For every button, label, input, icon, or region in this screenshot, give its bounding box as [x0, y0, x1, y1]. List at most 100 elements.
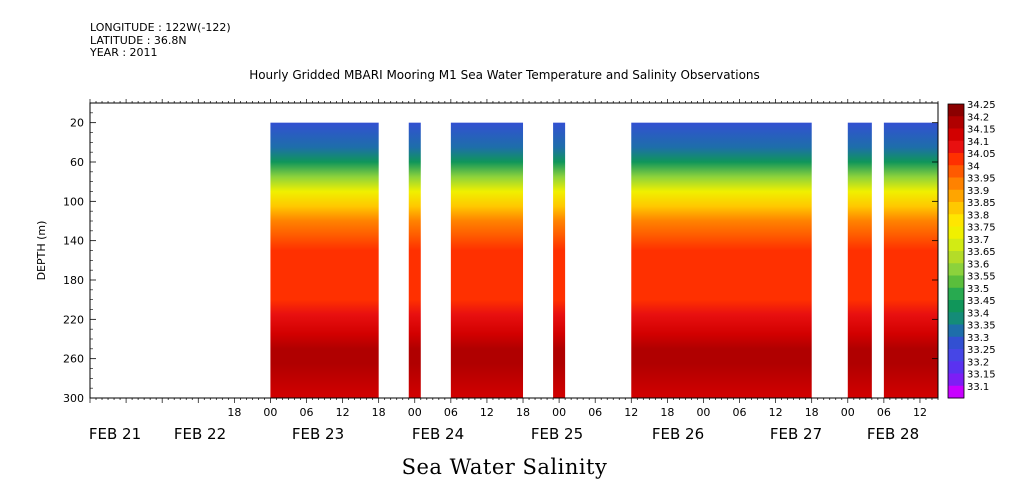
colorbar-label: 33.45: [967, 296, 996, 307]
day-label: FEB 27: [770, 425, 822, 443]
hour-tick-label: 12: [336, 406, 350, 419]
day-label: FEB 25: [531, 425, 583, 443]
data-segment: [553, 122, 566, 399]
hour-tick-label: 06: [300, 406, 314, 419]
y-tick-label: 220: [63, 313, 84, 326]
colorbar-label: 34: [967, 161, 980, 172]
day-label: FEB 24: [412, 425, 464, 443]
y-tick-label: 100: [63, 195, 84, 208]
colorbar-cell: [948, 128, 964, 142]
colorbar-cell: [948, 373, 964, 387]
hour-tick-label: 00: [408, 406, 422, 419]
colorbar-frame: [947, 103, 965, 399]
colorbar: 34.2534.234.1534.134.053433.9533.933.853…: [947, 100, 996, 399]
colorbar-cell: [948, 361, 964, 374]
colorbar-label: 33.65: [967, 247, 996, 258]
data-segment: [270, 122, 379, 399]
hour-tick-label: 00: [696, 406, 710, 419]
colorbar-label: 33.2: [967, 357, 989, 368]
axes-layer: 20 60 100 140 180 220 260 300 DEPTH (m) 18 00 06 12 1…: [35, 99, 939, 443]
hour-tick-label: 18: [227, 406, 241, 419]
colorbar-label: 33.1: [967, 382, 989, 393]
hour-tick-label: 18: [372, 406, 386, 419]
hour-tick-label: 06: [588, 406, 602, 419]
data-segment: [847, 122, 872, 399]
colorbar-cell: [948, 312, 964, 325]
colorbar-cell: [948, 104, 964, 117]
data-layer: [270, 122, 938, 399]
colorbar-cell: [948, 385, 964, 399]
hour-tick-label: 06: [733, 406, 747, 419]
hour-tick-label: 18: [660, 406, 674, 419]
hour-tick-label: 12: [769, 406, 783, 419]
colorbar-cell: [948, 251, 964, 264]
day-label: FEB 26: [652, 425, 704, 443]
hour-tick-label: 18: [805, 406, 819, 419]
metadata-block: LONGITUDE : 122W(-122) LATITUDE : 36.8N …: [90, 21, 231, 60]
y-tick-label: 140: [63, 235, 84, 248]
colorbar-label: 34.25: [967, 100, 996, 111]
hour-tick-label: 12: [624, 406, 638, 419]
hour-tick-label: 18: [516, 406, 530, 419]
colorbar-label: 34.15: [967, 125, 996, 136]
chart-title: Hourly Gridded MBARI Mooring M1 Sea Wate…: [249, 68, 760, 82]
y-tick-label: 300: [63, 392, 84, 405]
hour-tick-label: 00: [841, 406, 855, 419]
colorbar-cell: [948, 116, 964, 129]
variable-title: Sea Water Salinity: [401, 455, 608, 479]
colorbar-label: 33.6: [967, 259, 989, 270]
colorbar-label: 33.8: [967, 210, 989, 221]
colorbar-cell: [948, 300, 964, 313]
day-label: FEB 23: [292, 425, 344, 443]
colorbar-label: 33.95: [967, 174, 996, 185]
colorbar-cell: [948, 336, 964, 350]
colorbar-label: 33.5: [967, 284, 989, 295]
year-label: YEAR : 2011: [90, 46, 158, 59]
colorbar-cell: [948, 287, 964, 301]
colorbar-cell: [948, 275, 964, 289]
data-segment: [408, 122, 421, 399]
colorbar-label: 33.9: [967, 186, 989, 197]
colorbar-cell: [948, 189, 964, 203]
colorbar-cell: [948, 177, 964, 191]
colorbar-label: 33.25: [967, 345, 996, 356]
colorbar-label: 33.7: [967, 235, 989, 246]
colorbar-label: 34.05: [967, 149, 996, 160]
data-segment: [631, 122, 812, 399]
colorbar-label: 33.4: [967, 308, 989, 319]
colorbar-label: 33.55: [967, 272, 996, 283]
hour-tick-label: 06: [444, 406, 458, 419]
colorbar-label: 34.1: [967, 137, 989, 148]
hour-tick-label: 12: [480, 406, 494, 419]
colorbar-cell: [948, 238, 964, 252]
y-axis-label: DEPTH (m): [35, 221, 48, 281]
data-segment: [883, 122, 938, 399]
colorbar-label: 34.2: [967, 112, 989, 123]
colorbar-cell: [948, 153, 964, 166]
hour-tick-label: 00: [552, 406, 566, 419]
longitude-label: LONGITUDE : 122W(-122): [90, 21, 231, 34]
y-tick-label: 60: [70, 156, 84, 169]
colorbar-cell: [948, 349, 964, 362]
colorbar-cell: [948, 263, 964, 276]
colorbar-label: 33.3: [967, 333, 989, 344]
colorbar-cell: [948, 226, 964, 240]
y-tick-label: 180: [63, 274, 84, 287]
colorbar-label: 33.75: [967, 223, 996, 234]
hour-tick-label: 12: [913, 406, 927, 419]
day-label: FEB 28: [867, 425, 919, 443]
colorbar-label: 33.85: [967, 198, 996, 209]
colorbar-cell: [948, 324, 964, 338]
colorbar-cell: [948, 214, 964, 227]
colorbar-cell: [948, 140, 964, 154]
day-label: FEB 21: [89, 425, 141, 443]
colorbar-label: 33.15: [967, 370, 996, 381]
hour-tick-label: 00: [263, 406, 277, 419]
colorbar-label: 33.35: [967, 321, 996, 332]
colorbar-cell: [948, 202, 964, 215]
data-segment: [450, 122, 524, 399]
colorbar-cell: [948, 165, 964, 178]
day-label: FEB 22: [174, 425, 226, 443]
y-tick-label: 260: [63, 353, 84, 366]
y-tick-label: 20: [70, 117, 84, 130]
